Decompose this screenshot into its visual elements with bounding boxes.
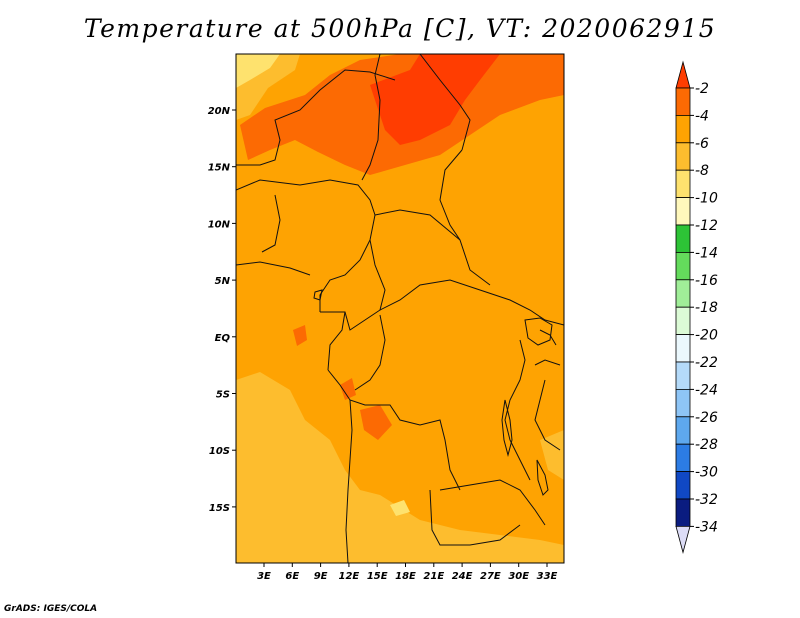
lake-victoria — [524, 317, 553, 346]
lon-tick-label: 6E — [285, 571, 299, 582]
lat-tick-label: 10N — [208, 219, 231, 230]
lake-outlines — [313, 289, 553, 496]
contour-minus-4-spot-3 — [360, 405, 392, 440]
colorbar: -2 -4 -6 -8 -10 -12 -14 -16 -18 -20 -22 -24 -26 -28 -3… — [675, 60, 718, 554]
contour-minus-4-spot-2 — [340, 378, 356, 400]
contour-minus-8-south — [236, 372, 564, 563]
colorbar-segment — [675, 498, 691, 527]
footer-credit: GrADS: IGES/COLA — [4, 604, 98, 614]
colorbar-label: -34 — [695, 519, 718, 535]
latitude-axis: 20N 15N 10N 5N EQ 5S 10S 15S — [208, 106, 236, 514]
contour-minus-4-spot-1 — [293, 325, 307, 346]
colorbar-segment — [675, 224, 691, 253]
colorbar-label: -32 — [695, 492, 718, 508]
colorbar-segment — [675, 169, 691, 198]
colorbar-label: -30 — [695, 465, 718, 481]
lat-tick-label: 5S — [216, 390, 230, 401]
colorbar-segment — [675, 416, 691, 445]
colorbar-segment — [675, 87, 691, 116]
colorbar-label: -16 — [695, 273, 718, 289]
lon-tick-label: 15E — [367, 571, 388, 582]
lon-tick-label: 27E — [480, 571, 501, 582]
lon-tick-label: 21E — [423, 571, 444, 582]
country-boundaries — [236, 54, 564, 563]
map-frame — [235, 53, 565, 564]
colorbar-label: -18 — [695, 300, 718, 316]
colorbar-label: -24 — [695, 382, 718, 398]
longitude-axis: 3E 6E 9E 12E 15E 18E 21E 24E 27E 30E 33E — [257, 563, 558, 582]
colorbar-label: -20 — [695, 328, 718, 344]
lat-tick-label: 20N — [208, 106, 231, 117]
contour-minus-8-lake — [540, 430, 564, 480]
colorbar-segment — [675, 279, 691, 308]
colorbar-segment — [675, 142, 691, 171]
colorbar-segment — [675, 443, 691, 473]
colorbar-label: -14 — [695, 245, 718, 261]
colorbar-segment — [675, 471, 691, 500]
colorbar-segment — [675, 197, 691, 226]
lon-tick-label: 24E — [452, 571, 473, 582]
lake-tanganyika — [501, 399, 513, 457]
lon-tick-label: 30E — [508, 571, 529, 582]
contour-minus-2-north — [370, 54, 500, 145]
temperature-contours — [236, 54, 564, 563]
colorbar-label: -6 — [695, 136, 709, 152]
colorbar-segment — [675, 388, 691, 418]
colorbar-label: -26 — [695, 410, 718, 426]
lat-tick-label: EQ — [215, 333, 231, 344]
chart-title: Temperature at 500hPa [C], VT: 202006291… — [83, 14, 717, 43]
colorbar-label: -12 — [695, 218, 718, 234]
colorbar-segment — [675, 115, 691, 144]
colorbar-label: -28 — [695, 437, 718, 453]
lon-tick-label: 18E — [395, 571, 416, 582]
colorbar-top-arrow — [675, 60, 691, 89]
colorbar-label: -22 — [695, 355, 718, 371]
lat-tick-label: 5N — [215, 276, 231, 287]
lon-tick-label: 12E — [339, 571, 360, 582]
colorbar-segment — [675, 334, 691, 363]
lon-tick-label: 9E — [314, 571, 328, 582]
colorbar-label: -4 — [695, 108, 709, 124]
colorbar-segment — [675, 251, 691, 281]
lake-malawi — [536, 459, 549, 496]
lat-tick-label: 15S — [209, 503, 230, 514]
colorbar-label: -10 — [695, 191, 718, 207]
colorbar-label: -8 — [695, 163, 709, 179]
lat-tick-label: 10S — [209, 446, 230, 457]
lon-tick-label: 33E — [537, 571, 558, 582]
contour-minus-10-northwest — [236, 54, 280, 88]
contour-minus-10-spot — [390, 500, 410, 516]
lake-small — [313, 289, 323, 301]
lat-tick-label: 15N — [208, 163, 231, 174]
lon-tick-label: 3E — [257, 571, 271, 582]
colorbar-segment — [675, 306, 691, 336]
colorbar-bottom-arrow — [675, 526, 691, 554]
colorbar-segment — [675, 361, 691, 390]
colorbar-label: -2 — [695, 81, 709, 97]
